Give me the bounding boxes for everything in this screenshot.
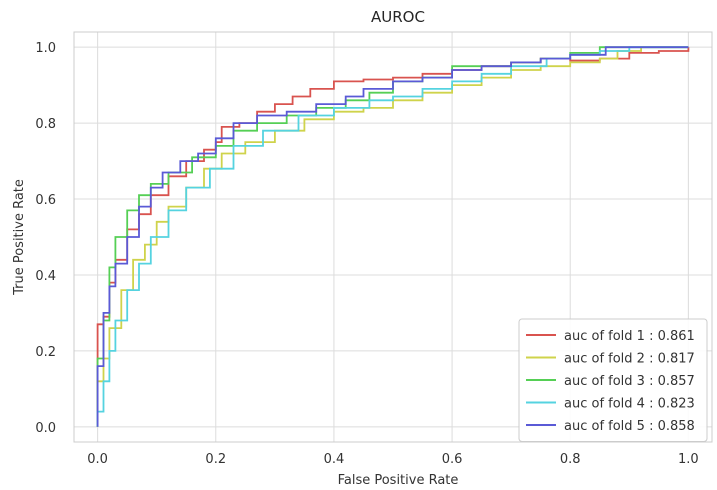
y-tick-label: 0.8 — [35, 117, 56, 132]
legend-label-fold-4: auc of fold 4 : 0.823 — [564, 397, 695, 412]
legend-box — [518, 318, 708, 442]
y-tick-label: 0.6 — [35, 193, 56, 208]
x-tick-label: 0.6 — [442, 452, 463, 467]
x-tick-label: 1.0 — [678, 452, 699, 467]
series-line-fold-5 — [96, 46, 689, 427]
legend-label-fold-2: auc of fold 2 : 0.817 — [564, 352, 695, 367]
x-tick-label: 0.8 — [560, 452, 581, 467]
y-tick-label: 0.4 — [35, 269, 56, 284]
x-tick-label: 0.4 — [324, 452, 345, 467]
x-tick-label: 0.2 — [205, 452, 226, 467]
x-tick-label: 0.0 — [87, 452, 108, 467]
y-axis-label: True Positive Rate — [12, 179, 27, 296]
y-tick-label: 0.2 — [35, 345, 56, 360]
grid — [74, 32, 712, 442]
series-line-fold-4 — [96, 46, 689, 427]
chart-title: AUROC — [371, 8, 425, 26]
plot-area-border — [73, 31, 713, 443]
legend-label-fold-1: auc of fold 1 : 0.861 — [564, 329, 695, 344]
x-axis-label: False Positive Rate — [338, 473, 459, 488]
legend-label-fold-5: auc of fold 5 : 0.858 — [564, 419, 695, 434]
tick-labels: 0.0 0.2 0.4 0.6 0.8 1.0 0.0 0.2 0.4 0.6 0.8 1.0 — [35, 41, 698, 467]
y-tick-label: 1.0 — [35, 41, 56, 56]
legend-label-fold-3: auc of fold 3 : 0.857 — [564, 374, 695, 389]
series-line-fold-2 — [96, 46, 689, 427]
y-tick-label: 0.0 — [35, 421, 56, 436]
series-layer — [96, 46, 690, 427]
legend: auc of fold 1 : 0.861 auc of fold 2 : 0.8… — [518, 318, 708, 442]
